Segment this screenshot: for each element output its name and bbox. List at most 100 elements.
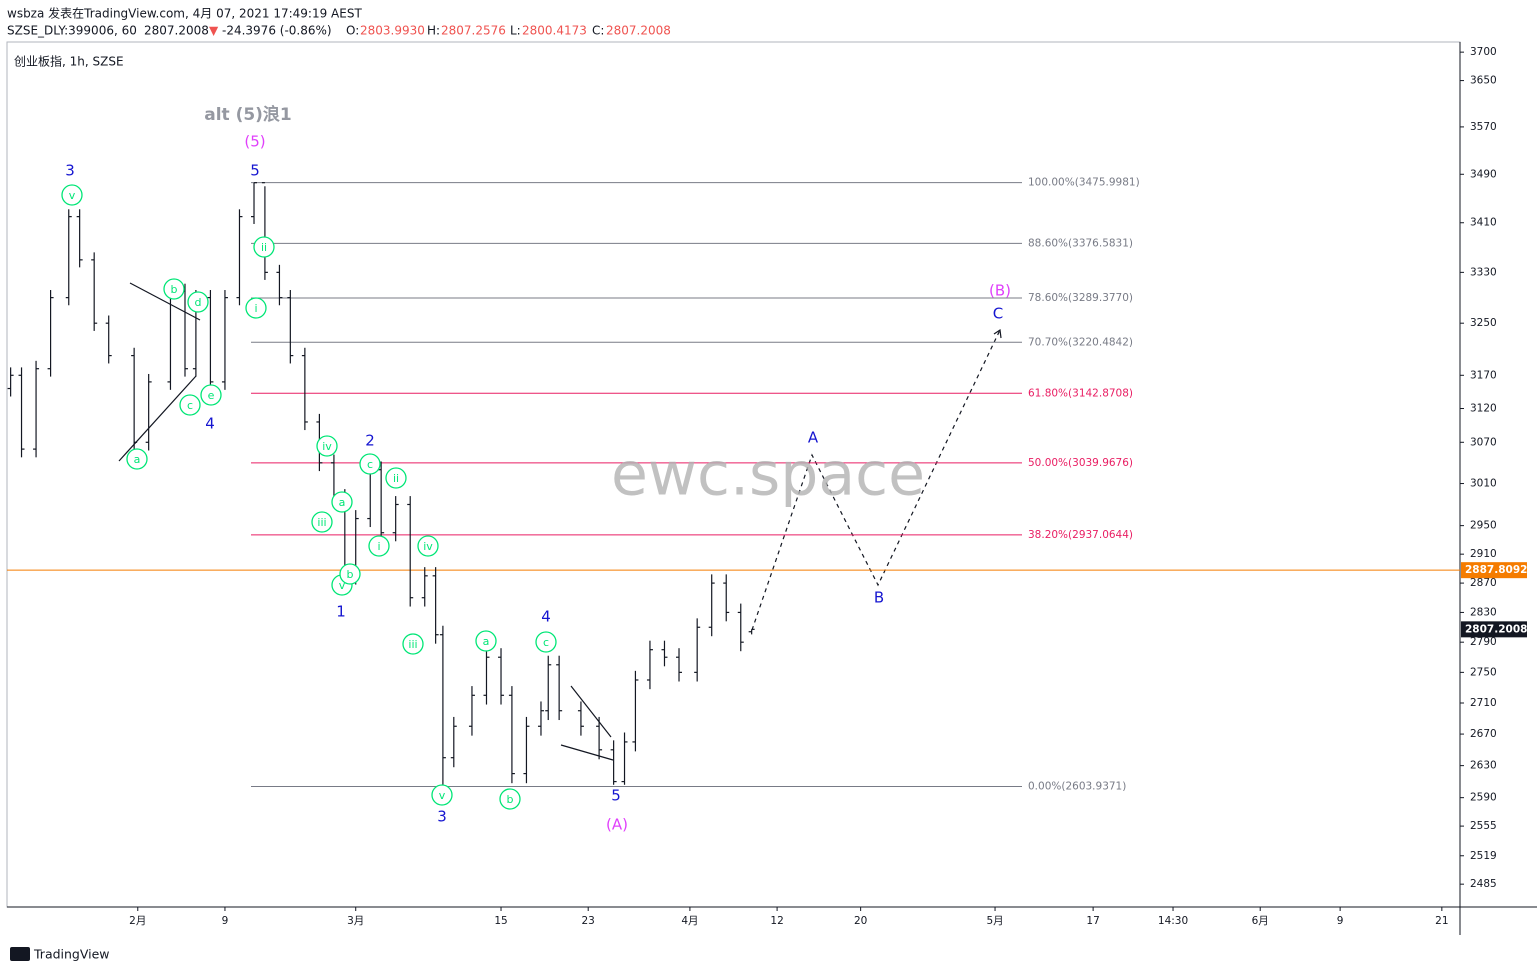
- wave-label: iii: [317, 516, 326, 529]
- x-tick-label: 3月: [347, 915, 364, 927]
- wave-label: c: [187, 399, 193, 412]
- y-tick-label: 2870: [1470, 577, 1497, 589]
- wave-label: 5: [250, 162, 260, 180]
- y-tick-label: 3010: [1470, 478, 1497, 490]
- x-tick-label: 9: [1337, 915, 1344, 927]
- y-tick-label: 2750: [1470, 666, 1497, 678]
- wave-circle: [402, 633, 424, 655]
- ohlc-bar: [131, 347, 138, 451]
- ohlc-bar: [251, 182, 258, 224]
- fib-label: 61.80%(3142.8708): [1028, 387, 1133, 399]
- brand-name: TradingView: [33, 947, 110, 962]
- brand-logo: [10, 947, 30, 961]
- wave-label: 1: [336, 603, 346, 621]
- trend-line: [118, 375, 197, 462]
- wave-label: d: [195, 296, 202, 309]
- y-tick-label: 3330: [1470, 266, 1497, 278]
- wave-label: 4: [205, 415, 215, 433]
- arrow: ▼: [209, 24, 219, 38]
- ohlc-bar: [287, 290, 294, 364]
- x-tick-label: 23: [582, 915, 595, 927]
- ohlc-bar: [439, 625, 446, 787]
- pane-title: 创业板指, 1h, SZSE: [14, 54, 124, 69]
- wave-circle: [331, 491, 353, 513]
- price-line-label: 2887.8092: [1465, 564, 1527, 576]
- ohlc-bar: [236, 209, 243, 306]
- x-tick-label: 5月: [986, 915, 1003, 927]
- ohlc-bar: [748, 628, 755, 635]
- ohlc-bar: [7, 367, 14, 397]
- last-price-label: 2807.2008: [1465, 623, 1527, 635]
- watermark: ewc.space: [611, 440, 925, 510]
- y-tick-label: 2485: [1470, 878, 1497, 890]
- wave-label: A: [808, 429, 819, 447]
- y-tick-label: 3250: [1470, 317, 1497, 329]
- x-tick-label: 2月: [129, 915, 146, 927]
- y-tick-label: 2830: [1470, 606, 1497, 618]
- wave-label: i: [377, 540, 380, 553]
- byline: wsbza 发表在TradingView.com, 4月 07, 2021 17…: [7, 6, 362, 21]
- wave-circle: [61, 184, 83, 206]
- projection-arrow: [993, 328, 1002, 339]
- ohlc-bar: [145, 373, 152, 451]
- o-value: 2803.9930: [360, 24, 425, 38]
- ohlc-bar: [407, 496, 414, 607]
- alt-label: alt (5)浪1: [204, 104, 292, 125]
- ohlc-bar: [91, 252, 98, 331]
- wave-circle: [200, 384, 222, 406]
- trend-line: [570, 685, 612, 738]
- ohlc-bar: [676, 648, 683, 682]
- change: -24.3976 (-0.86%): [222, 24, 332, 38]
- ohlc-bar: [421, 567, 428, 607]
- wave-label: e: [208, 389, 215, 402]
- y-tick-label: 3120: [1470, 403, 1497, 415]
- y-tick-label: 3570: [1470, 121, 1497, 133]
- h-label: H:: [427, 24, 440, 38]
- legend-row: SZSE_DLY:399006, 60 2807.2008 ▼ -24.3976…: [7, 24, 671, 38]
- ohlc-bar: [556, 655, 563, 721]
- wave-label: 5: [611, 787, 621, 805]
- wave-circle: [187, 291, 209, 313]
- ohlc-bar: [577, 701, 584, 736]
- ohlc-bar: [694, 618, 701, 682]
- y-tick-label: 2555: [1470, 820, 1497, 832]
- x-tick-label: 20: [854, 915, 867, 927]
- wave-circle: [359, 453, 381, 475]
- x-tick-label: 12: [770, 915, 783, 927]
- wave-label: a: [134, 453, 141, 466]
- wave-label: ii: [393, 472, 399, 485]
- fib-label: 70.70%(3220.4842): [1028, 336, 1133, 348]
- y-tick-label: 2590: [1470, 792, 1497, 804]
- ohlc-bar: [392, 496, 399, 542]
- last-price-box: [1461, 621, 1527, 638]
- y-tick-label: 3490: [1470, 168, 1497, 180]
- ohlc-bar: [523, 716, 530, 784]
- wave-circle: [475, 630, 497, 652]
- ohlc-bar: [276, 264, 283, 306]
- ohlc-bar: [468, 686, 475, 736]
- wave-circle: [499, 788, 521, 810]
- ohlc-bar: [537, 701, 544, 736]
- ohlc-bar: [18, 367, 25, 458]
- ohlc-bar: [221, 290, 228, 390]
- ohlc-bar: [301, 347, 308, 431]
- wave-label: iv: [322, 440, 332, 453]
- brand: TradingView: [10, 947, 110, 962]
- price-line-box: [1461, 562, 1527, 579]
- ohlc-bar: [508, 686, 515, 784]
- fib-label: 38.20%(2937.0644): [1028, 529, 1133, 541]
- y-tick-label: 2790: [1470, 636, 1497, 648]
- ohlc-bar: [33, 360, 40, 458]
- ohlc-bar: [610, 740, 617, 785]
- fib-label: 78.60%(3289.3770): [1028, 292, 1133, 304]
- wave-label: b: [171, 283, 178, 296]
- y-tick-label: 3070: [1470, 436, 1497, 448]
- wave-circle: [417, 535, 439, 557]
- x-tick-label: 9: [222, 915, 229, 927]
- trend-line: [560, 744, 614, 761]
- y-tick-label: 2670: [1470, 728, 1497, 740]
- plot-frame: [6, 41, 1461, 908]
- x-tick-label: 6月: [1252, 915, 1269, 927]
- ohlc-bar: [65, 209, 72, 306]
